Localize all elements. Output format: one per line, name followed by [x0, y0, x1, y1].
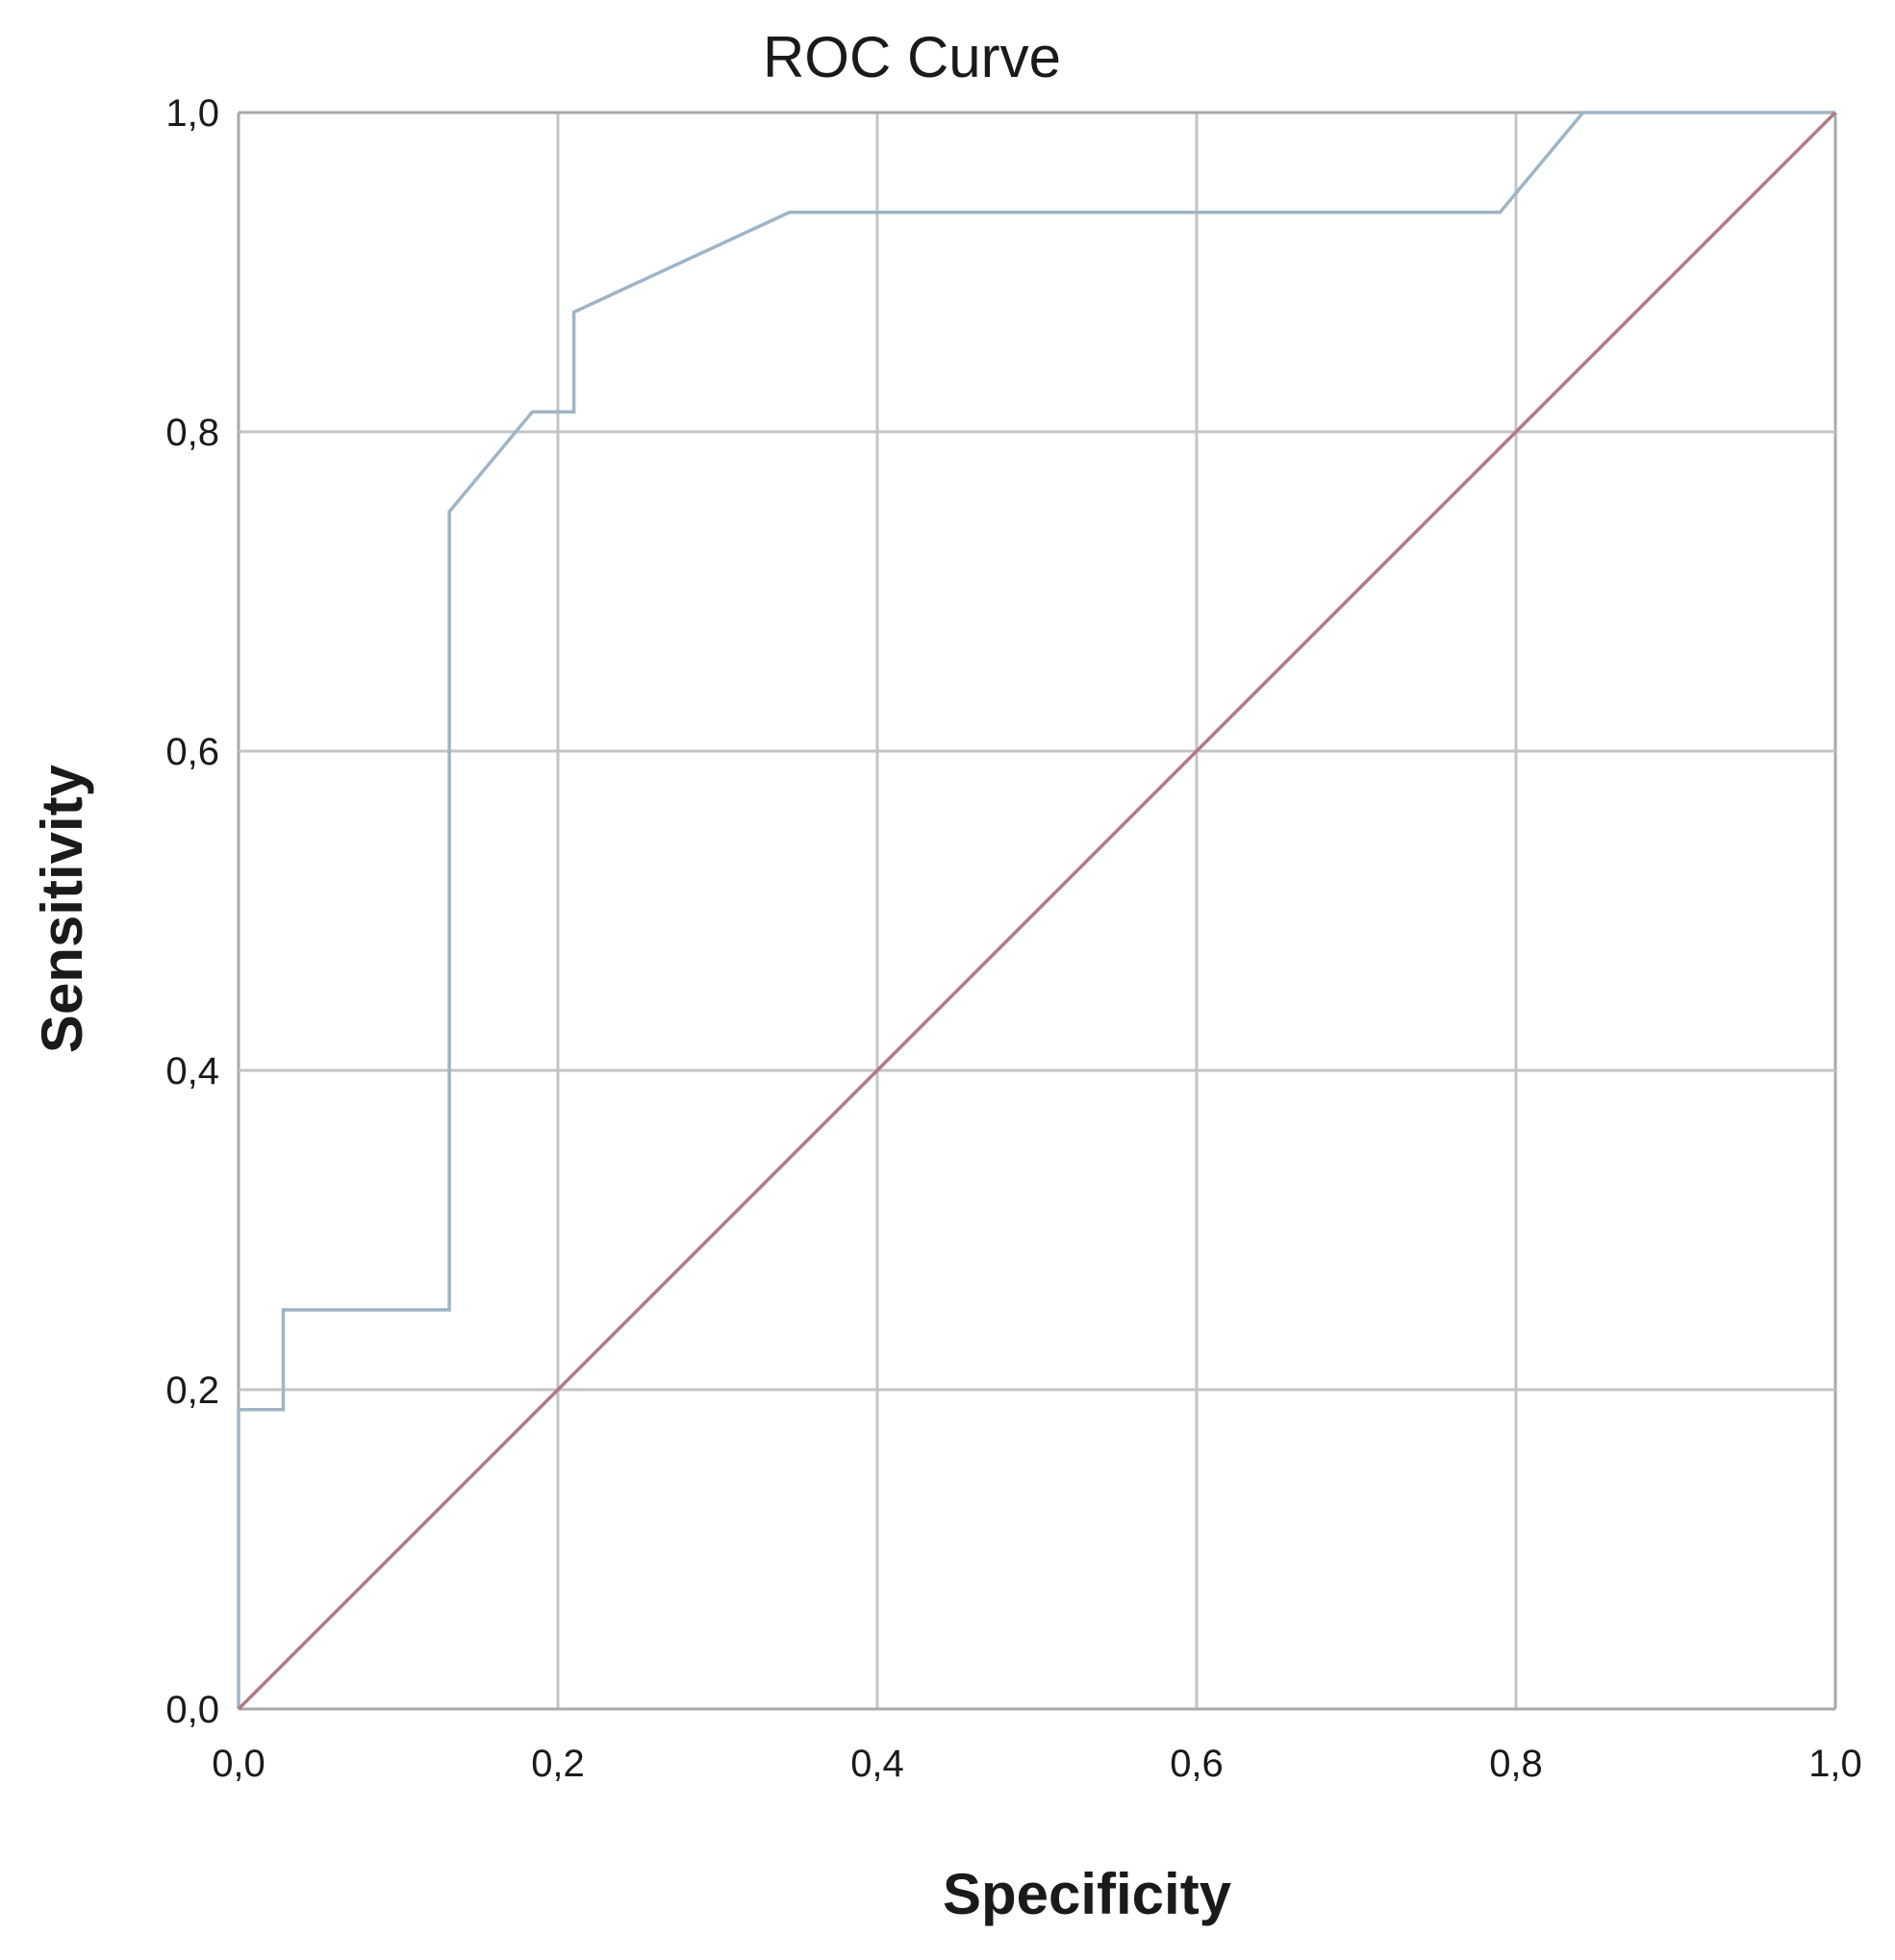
x-axis-label: Specificity [943, 1862, 1232, 1926]
y-tick-label: 0,0 [165, 1689, 219, 1731]
x-tick-label: 0,6 [1170, 1743, 1224, 1785]
grid-lines [237, 111, 1837, 1711]
y-axis-label: Sensitivity [30, 764, 94, 1053]
x-tick-label: 1,0 [1808, 1743, 1862, 1785]
y-tick-label: 0,6 [165, 731, 219, 773]
x-tick-label: 0,4 [850, 1743, 904, 1785]
roc-curve-line [237, 111, 1835, 1709]
x-tick-label: 0,2 [531, 1743, 585, 1785]
y-tick-label: 0,2 [165, 1369, 219, 1412]
y-tick-label: 1,0 [165, 92, 219, 135]
reference-diagonal-line [237, 111, 1837, 1711]
chart-title: ROC Curve [763, 25, 1061, 89]
y-tick-label: 0,4 [165, 1050, 219, 1093]
y-tick-label: 0,8 [165, 412, 219, 454]
tick-labels: 0,0 0,2 0,4 0,6 0,8 1,0 0,0 0,2 0,4 0,6 0,8 1,0 [165, 92, 1861, 1785]
series-layer [237, 111, 1837, 1711]
x-tick-label: 0,0 [212, 1743, 265, 1785]
x-tick-label: 0,8 [1489, 1743, 1543, 1785]
